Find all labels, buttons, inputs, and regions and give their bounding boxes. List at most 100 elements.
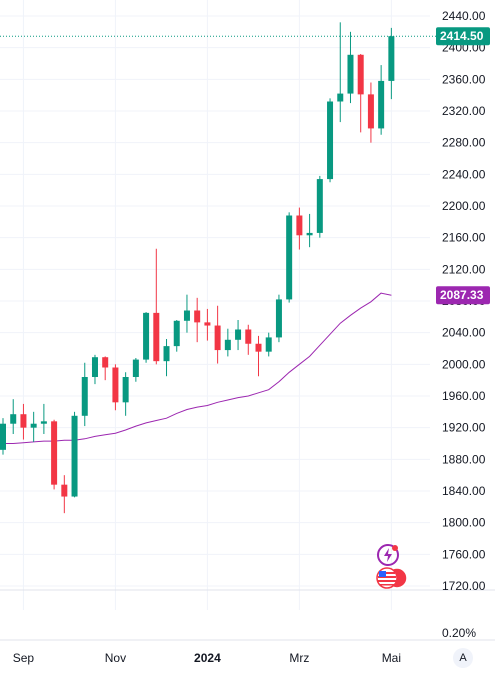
candle-down [245, 324, 252, 355]
price-tick-label: 2240.00 [442, 167, 486, 181]
candle-body [61, 484, 68, 497]
price-tick-label: 2280.00 [442, 136, 486, 150]
candle-body [306, 232, 313, 236]
candle-body [357, 54, 364, 95]
price-tick-label: 2360.00 [442, 72, 486, 86]
candle-up [183, 294, 190, 333]
ma-value-badge-text: 2087.33 [440, 288, 484, 302]
candle-body [51, 421, 58, 485]
candle-down [112, 364, 119, 411]
candle-body [347, 54, 354, 94]
candle-body [183, 310, 190, 321]
candle-body [235, 329, 242, 340]
candle-up [347, 31, 354, 104]
time-tick-label: Nov [105, 651, 126, 665]
candle-up [91, 354, 98, 385]
candle-up [30, 411, 37, 442]
candle-body [224, 339, 231, 351]
candle-up [275, 294, 282, 343]
price-tick-label: 1800.00 [442, 516, 486, 530]
candle-down [61, 475, 68, 514]
moving-average-layer [3, 292, 392, 444]
price-tick-label: 2440.00 [442, 9, 486, 23]
candle-up [122, 372, 129, 416]
candle-body [296, 215, 303, 236]
candle-body [378, 80, 385, 129]
candle-up [337, 22, 344, 123]
candle-body [143, 312, 150, 360]
price-tick-label: 1840.00 [442, 484, 486, 498]
candle-body [91, 357, 98, 377]
candle-up [265, 332, 272, 357]
candle-up [286, 212, 293, 303]
price-tick-label: 1880.00 [442, 452, 486, 466]
candle-body [194, 310, 201, 323]
last-price-badge-text: 2414.50 [440, 29, 484, 43]
price-tick-label: 2320.00 [442, 104, 486, 118]
time-tick-label: Mrz [289, 651, 309, 665]
candle-body [10, 414, 17, 424]
candle-body [388, 36, 395, 81]
candle-up [378, 65, 385, 135]
candle-down [51, 419, 58, 490]
candle-body [173, 320, 180, 347]
price-tick-label: 2120.00 [442, 262, 486, 276]
candle-body [327, 101, 334, 180]
moving-average-line [3, 292, 392, 444]
candle-up [132, 358, 139, 382]
candle-up [40, 403, 47, 434]
candle-body [40, 421, 47, 424]
candle-up [143, 312, 150, 363]
time-tick-label: Mai [382, 651, 401, 665]
time-tick-label: 2024 [194, 651, 221, 665]
flash-icon[interactable] [376, 543, 400, 572]
time-tick-label: Sep [13, 651, 35, 665]
price-tick-label: 1960.00 [442, 389, 486, 403]
candle-down [214, 305, 221, 364]
candle-down [357, 54, 364, 133]
price-tick-label: 1760.00 [442, 547, 486, 561]
price-tick-label: 1920.00 [442, 421, 486, 435]
price-axis[interactable]: 2440.002400.002360.002320.002280.002240.… [442, 9, 486, 640]
auto-scale-button[interactable]: A [453, 648, 473, 668]
candle-body [30, 423, 37, 428]
candle-down [20, 403, 27, 440]
candle-up [173, 320, 180, 352]
candle-up [388, 27, 395, 100]
last-price-badge-bg [436, 27, 490, 46]
price-tick-label: 2160.00 [442, 231, 486, 245]
candle-up [327, 98, 334, 183]
candle-down [367, 82, 374, 143]
candle-body [367, 94, 374, 129]
candle-down [102, 356, 109, 381]
candle-down [204, 308, 211, 341]
price-tick-label: 2000.00 [442, 357, 486, 371]
candle-up [316, 175, 323, 238]
price-tick-label: 1720.00 [442, 579, 486, 593]
candle-body [286, 215, 293, 300]
candle-down [255, 335, 262, 377]
candle-down [296, 207, 303, 250]
candle-body [132, 359, 139, 377]
candle-body [316, 179, 323, 233]
candle-body [245, 329, 252, 344]
price-tick-label: 2200.00 [442, 199, 486, 213]
candle-body [337, 93, 344, 102]
candles-layer [0, 22, 395, 514]
price-tick-label: 2040.00 [442, 326, 486, 340]
candle-body [163, 346, 170, 362]
candle-body [255, 343, 262, 352]
candle-body [112, 367, 119, 403]
candle-body [153, 312, 160, 362]
ma-value-badge-bg [436, 286, 490, 305]
price-badges: 2087.33 2414.50 [436, 27, 490, 305]
ma-value-badge: 2087.33 [436, 286, 490, 305]
percent-scale-label: 0.20% [442, 626, 476, 640]
last-price-badge: 2414.50 [436, 27, 490, 46]
candle-body [20, 414, 27, 428]
candle-body [71, 415, 78, 497]
candle-up [81, 362, 88, 427]
us-flag-icon[interactable] [375, 567, 409, 594]
time-axis[interactable]: Sep Nov 2024 Mrz Mai [13, 651, 401, 665]
